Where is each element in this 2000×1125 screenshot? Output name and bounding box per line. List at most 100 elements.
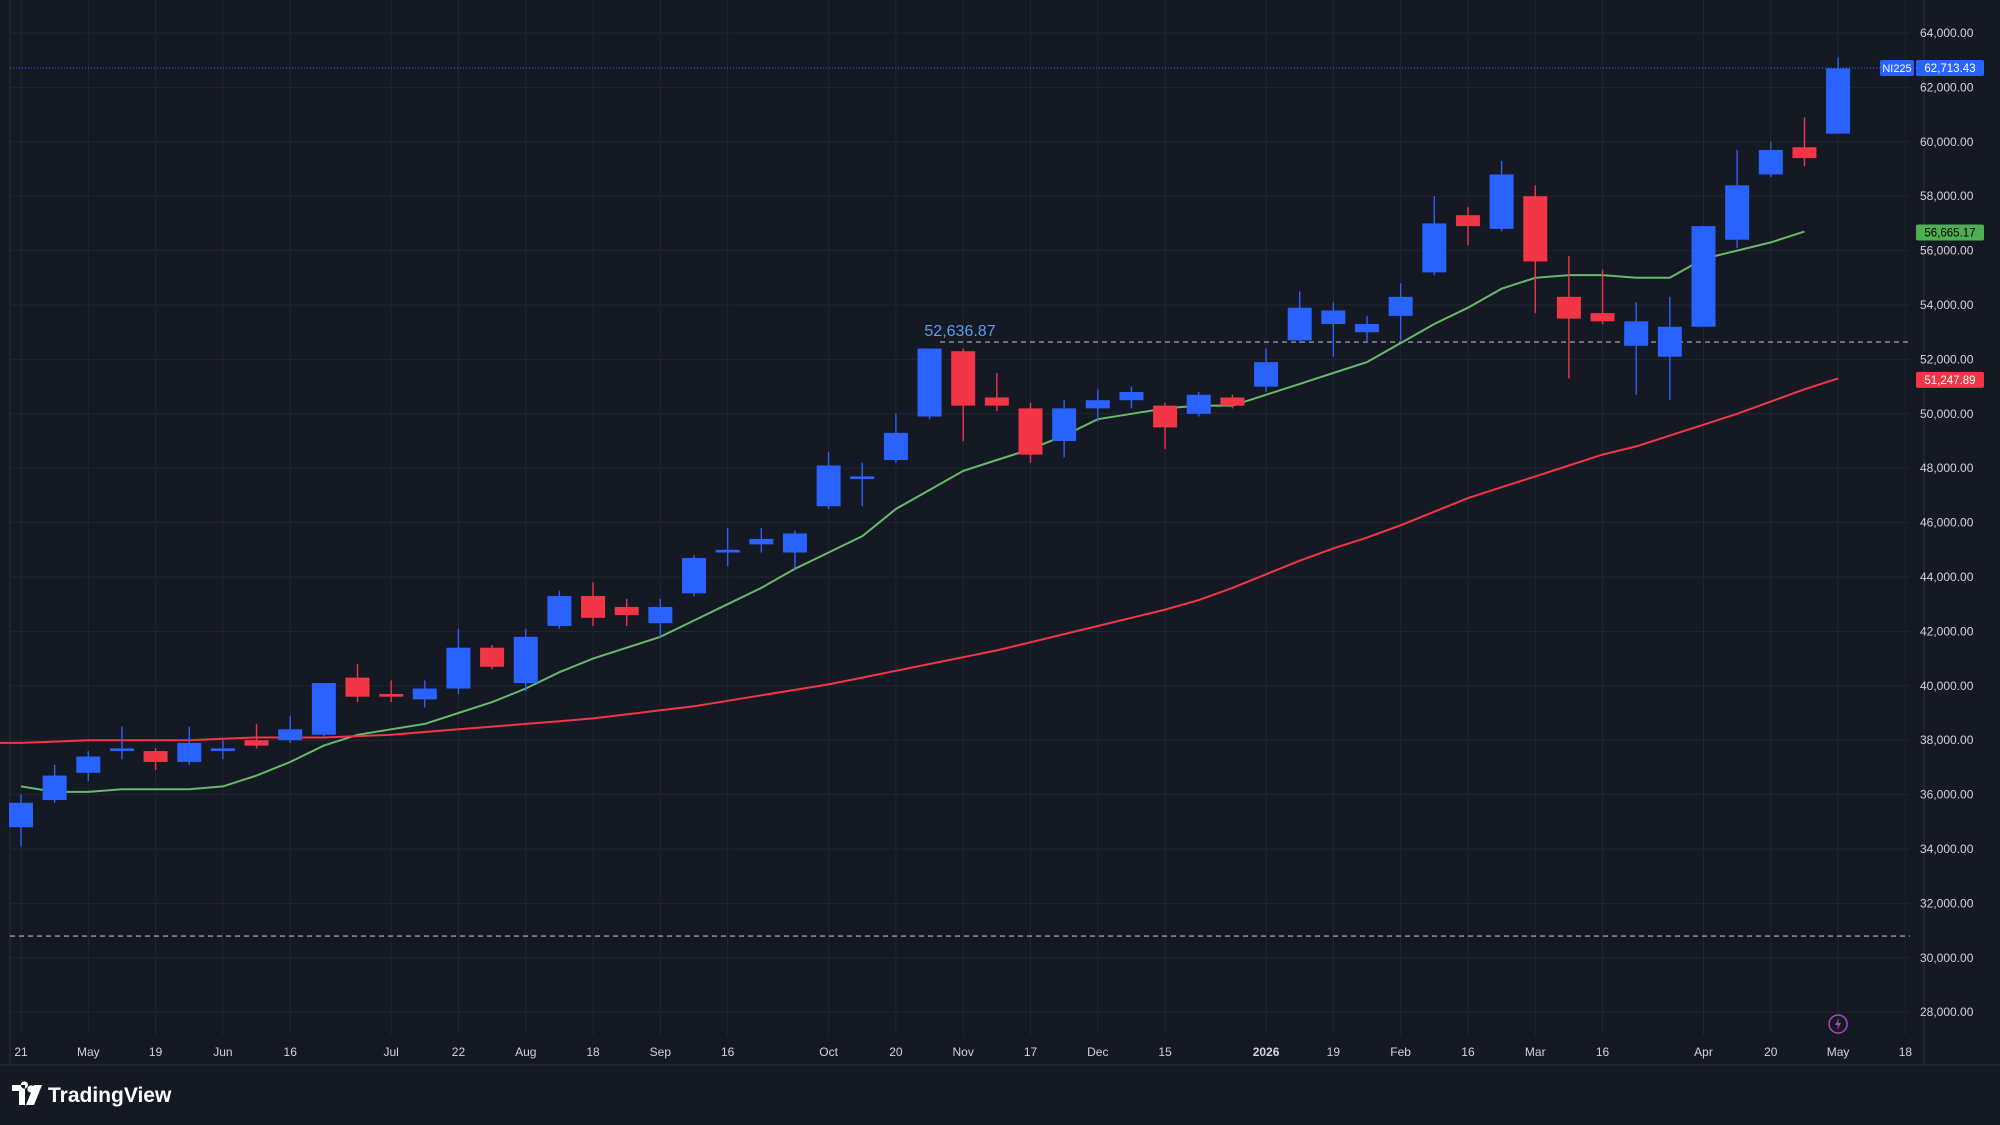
candle-body[interactable] <box>143 751 168 762</box>
candle[interactable] <box>244 723 269 749</box>
candle[interactable] <box>1792 117 1817 167</box>
time-axis[interactable]: 21 May 19 Jun 16 Jul 22 Aug 18 Sep 16 Oct 20 Nov 17 Dec… <box>14 1045 1912 1059</box>
candle-body[interactable] <box>1186 394 1211 414</box>
candle-body[interactable] <box>917 348 942 417</box>
candle[interactable] <box>311 683 336 738</box>
candle-body[interactable] <box>648 606 673 624</box>
candle-body[interactable] <box>1455 215 1480 227</box>
candle[interactable] <box>9 794 33 847</box>
candle[interactable] <box>1153 402 1178 450</box>
candle-body[interactable] <box>1691 226 1716 327</box>
candle-body[interactable] <box>446 647 471 689</box>
candle-body[interactable] <box>278 729 303 741</box>
candle-body[interactable] <box>951 351 976 406</box>
candle-body[interactable] <box>581 596 606 618</box>
candle[interactable] <box>42 764 67 803</box>
candle-body[interactable] <box>345 677 370 697</box>
candle[interactable] <box>446 628 471 694</box>
candle[interactable] <box>345 664 370 703</box>
candle[interactable] <box>210 740 235 760</box>
candle-body[interactable] <box>816 465 841 507</box>
candle-body[interactable] <box>1826 68 1851 134</box>
candle-body[interactable] <box>311 683 336 735</box>
candle-body[interactable] <box>379 693 404 697</box>
candle[interactable] <box>648 598 673 637</box>
candle-body[interactable] <box>1254 362 1279 387</box>
candle-body[interactable] <box>1590 313 1615 322</box>
candle-body[interactable] <box>1153 405 1178 428</box>
candle-body[interactable] <box>1657 326 1682 357</box>
candle[interactable] <box>1826 57 1851 134</box>
candle[interactable] <box>715 528 740 567</box>
candle-body[interactable] <box>682 557 706 594</box>
candle[interactable] <box>1691 226 1716 327</box>
candle[interactable] <box>513 628 538 692</box>
candle-body[interactable] <box>1355 324 1379 333</box>
candle-body[interactable] <box>984 397 1009 406</box>
candle-body[interactable] <box>1489 174 1514 229</box>
candle[interactable] <box>614 598 639 626</box>
candle[interactable] <box>749 528 774 553</box>
candle[interactable] <box>1624 302 1649 395</box>
candle[interactable] <box>1085 389 1110 422</box>
candle[interactable] <box>1388 283 1413 341</box>
candle-body[interactable] <box>76 756 101 773</box>
candle[interactable] <box>1590 269 1615 325</box>
candle[interactable] <box>76 751 101 781</box>
candle[interactable] <box>1489 160 1514 232</box>
candle[interactable] <box>1119 386 1144 409</box>
candle-body[interactable] <box>1220 397 1245 406</box>
candle[interactable] <box>1287 291 1312 344</box>
price-axis[interactable]: 64,000.00 62,000.00 60,000.00 58,000.00 56,0… <box>1920 26 1974 1019</box>
candle[interactable] <box>177 726 202 765</box>
candle[interactable] <box>951 348 976 441</box>
candle-body[interactable] <box>177 742 202 762</box>
candle[interactable] <box>278 715 303 743</box>
candle[interactable] <box>1556 256 1581 379</box>
candle-body[interactable] <box>614 606 639 616</box>
candle[interactable] <box>682 555 706 597</box>
candle[interactable] <box>1186 392 1211 417</box>
candle[interactable] <box>1321 302 1346 357</box>
candle[interactable] <box>1254 348 1279 393</box>
candle[interactable] <box>480 645 505 670</box>
candle[interactable] <box>1052 400 1077 458</box>
candle[interactable] <box>547 590 572 629</box>
candle-body[interactable] <box>412 688 437 700</box>
candle-body[interactable] <box>1758 149 1783 175</box>
candle-body[interactable] <box>547 596 572 626</box>
candle[interactable] <box>1355 315 1379 344</box>
candle-body[interactable] <box>210 748 235 752</box>
candle[interactable] <box>109 726 134 760</box>
candle-body[interactable] <box>1422 223 1447 273</box>
candle-body[interactable] <box>1321 310 1346 325</box>
candle-body[interactable] <box>749 538 774 545</box>
candle[interactable] <box>1455 207 1480 246</box>
candle-body[interactable] <box>244 740 269 746</box>
candle-body[interactable] <box>480 647 505 667</box>
candle[interactable] <box>1220 394 1245 409</box>
candle-body[interactable] <box>782 533 807 553</box>
candle[interactable] <box>984 373 1009 412</box>
candle-body[interactable] <box>1792 147 1817 159</box>
candle-body[interactable] <box>1085 400 1110 409</box>
candle-body[interactable] <box>1388 296 1413 316</box>
candle-body[interactable] <box>715 549 740 553</box>
candle-body[interactable] <box>1287 307 1312 341</box>
lightning-icon[interactable] <box>1828 1014 1848 1034</box>
candle[interactable] <box>1758 141 1783 178</box>
candle[interactable] <box>1523 185 1548 314</box>
candle[interactable] <box>1725 149 1750 248</box>
candle-body[interactable] <box>1624 321 1649 346</box>
candle-body[interactable] <box>1725 185 1750 240</box>
candle-body[interactable] <box>1052 408 1077 441</box>
candle-body[interactable] <box>1556 296 1581 319</box>
candle-body[interactable] <box>513 636 538 684</box>
candles[interactable] <box>9 57 1851 847</box>
candle-body[interactable] <box>1523 196 1548 262</box>
candle[interactable] <box>883 413 908 463</box>
candle-body[interactable] <box>42 775 67 801</box>
candle[interactable] <box>816 451 841 509</box>
